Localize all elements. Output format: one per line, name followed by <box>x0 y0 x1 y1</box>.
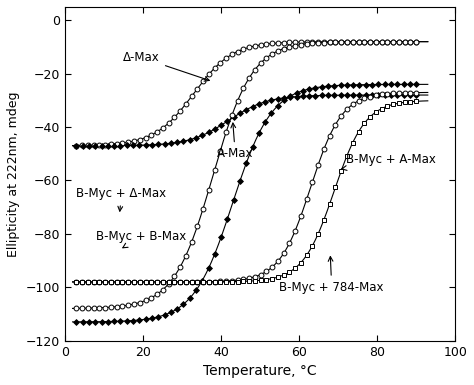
Text: A-Max: A-Max <box>217 123 254 160</box>
X-axis label: Temperature, °C: Temperature, °C <box>203 364 317 378</box>
Text: B-Myc + B-Max: B-Myc + B-Max <box>96 230 186 248</box>
Text: B-Myc + A-Max: B-Myc + A-Max <box>342 152 436 171</box>
Y-axis label: Ellipticity at 222nm, mdeg: Ellipticity at 222nm, mdeg <box>7 91 20 256</box>
Text: B-Myc + Δ-Max: B-Myc + Δ-Max <box>76 187 166 211</box>
Text: B-Myc + 784-Max: B-Myc + 784-Max <box>280 256 384 294</box>
Text: Δ-Max: Δ-Max <box>123 51 210 81</box>
